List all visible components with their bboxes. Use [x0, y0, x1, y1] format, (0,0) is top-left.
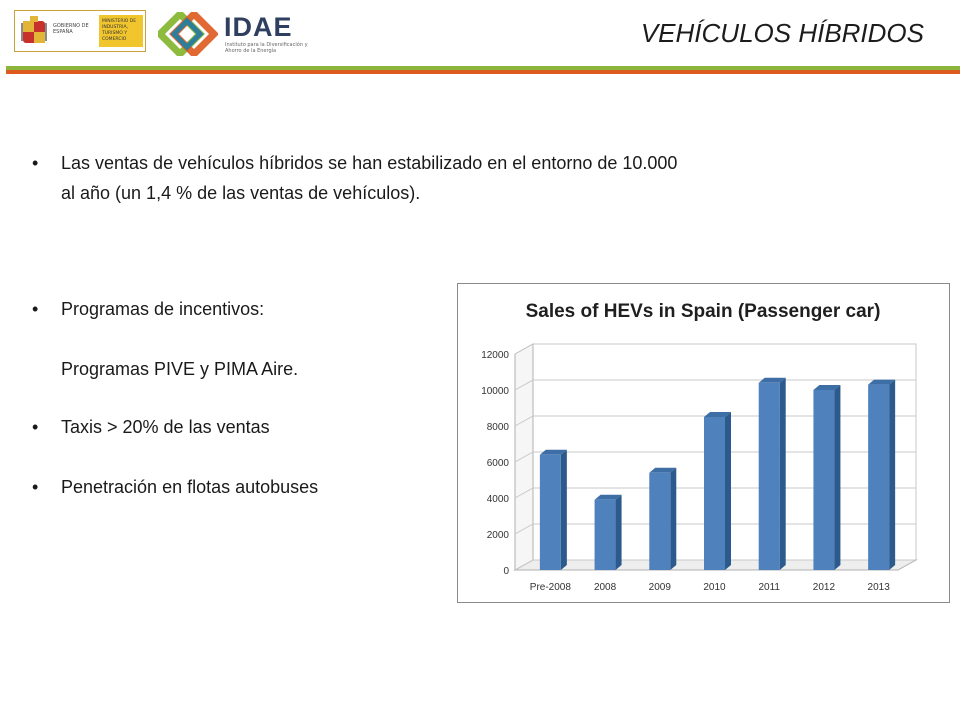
chart-svg: Sales of HEVs in Spain (Passenger car) 0 2… — [481, 301, 918, 593]
idae-logo: IDAE Instituto para la Diversificación y… — [158, 12, 318, 56]
ministerio-text: MINISTERIO DE INDUSTRIA, TURISMO Y COMER… — [99, 15, 143, 47]
sub-item: Programas PIVE y PIMA Aire. — [61, 359, 299, 379]
chart-title: Sales of HEVs in Spain (Passenger car) — [526, 301, 881, 322]
bar-top — [704, 412, 731, 417]
header: GOBIERNO DE ESPAÑA MINISTERIO DE INDUSTR… — [0, 0, 960, 66]
y-tick-label: 0 — [503, 566, 509, 577]
bar-top — [539, 449, 567, 455]
bar — [868, 384, 890, 570]
chart-gridline — [514, 559, 916, 571]
idae-subtitle: Instituto para la Diversificación y Ahor… — [225, 42, 308, 54]
y-tick-label: 8000 — [487, 422, 510, 433]
x-tick-label: 2012 — [813, 582, 836, 593]
y-tick-label: 6000 — [487, 458, 510, 469]
header-rule-orange — [6, 70, 960, 74]
gobierno-text: GOBIERNO DE ESPAÑA — [53, 23, 89, 35]
bar — [758, 382, 780, 570]
x-tick-label: Pre-2008 — [530, 582, 572, 593]
coat-of-arms-icon — [21, 16, 47, 43]
idae-diamond-icon — [158, 12, 218, 56]
bar — [649, 472, 671, 570]
chart-gridline — [514, 343, 916, 355]
slide-title: VEHÍCULOS HÍBRIDOS — [640, 18, 924, 48]
bar — [813, 390, 835, 570]
bar-side — [834, 385, 841, 570]
bullet-item: Penetración en flotas autobuses — [30, 472, 491, 502]
bar-top — [868, 379, 896, 385]
bar-top — [649, 467, 677, 473]
bar-side — [725, 412, 731, 570]
x-tick-label: 2008 — [594, 582, 617, 593]
chart-gridline — [514, 451, 916, 463]
x-tick-label: 2011 — [758, 582, 780, 593]
chart-gridline — [514, 487, 916, 499]
y-tick-label: 12000 — [481, 350, 509, 361]
chart-gridline — [514, 523, 916, 535]
bullet-item: Las ventas de vehículos híbridos se han … — [30, 148, 681, 208]
bar-side — [889, 379, 896, 570]
y-tick-label: 2000 — [487, 530, 510, 541]
bar — [539, 454, 561, 570]
gobierno-logo: GOBIERNO DE ESPAÑA MINISTERIO DE INDUSTR… — [14, 10, 146, 52]
bullet-item: Taxis > 20% de las ventas — [30, 412, 491, 442]
x-tick-label: 2010 — [703, 582, 726, 593]
y-tick-label: 10000 — [481, 386, 509, 397]
bar-side — [670, 467, 677, 570]
bar-top — [594, 494, 622, 500]
chart-gridline — [514, 379, 916, 391]
bar-side — [779, 377, 786, 570]
sales-chart: Sales of HEVs in Spain (Passenger car) 0 2… — [457, 283, 950, 603]
bar-top — [813, 385, 841, 390]
x-tick-label: 2009 — [649, 582, 672, 593]
bar-top — [758, 377, 786, 383]
header-rule-green — [6, 66, 960, 70]
idae-name: IDAE — [224, 12, 293, 42]
bar-side — [615, 494, 622, 570]
x-tick-label: 2013 — [868, 582, 891, 593]
y-tick-label: 4000 — [487, 494, 510, 505]
bullet-item: Programas de incentivos: — [30, 294, 491, 324]
bar — [704, 417, 725, 570]
chart-gridline — [514, 415, 916, 427]
bar-side — [560, 449, 567, 570]
bar — [594, 499, 616, 570]
